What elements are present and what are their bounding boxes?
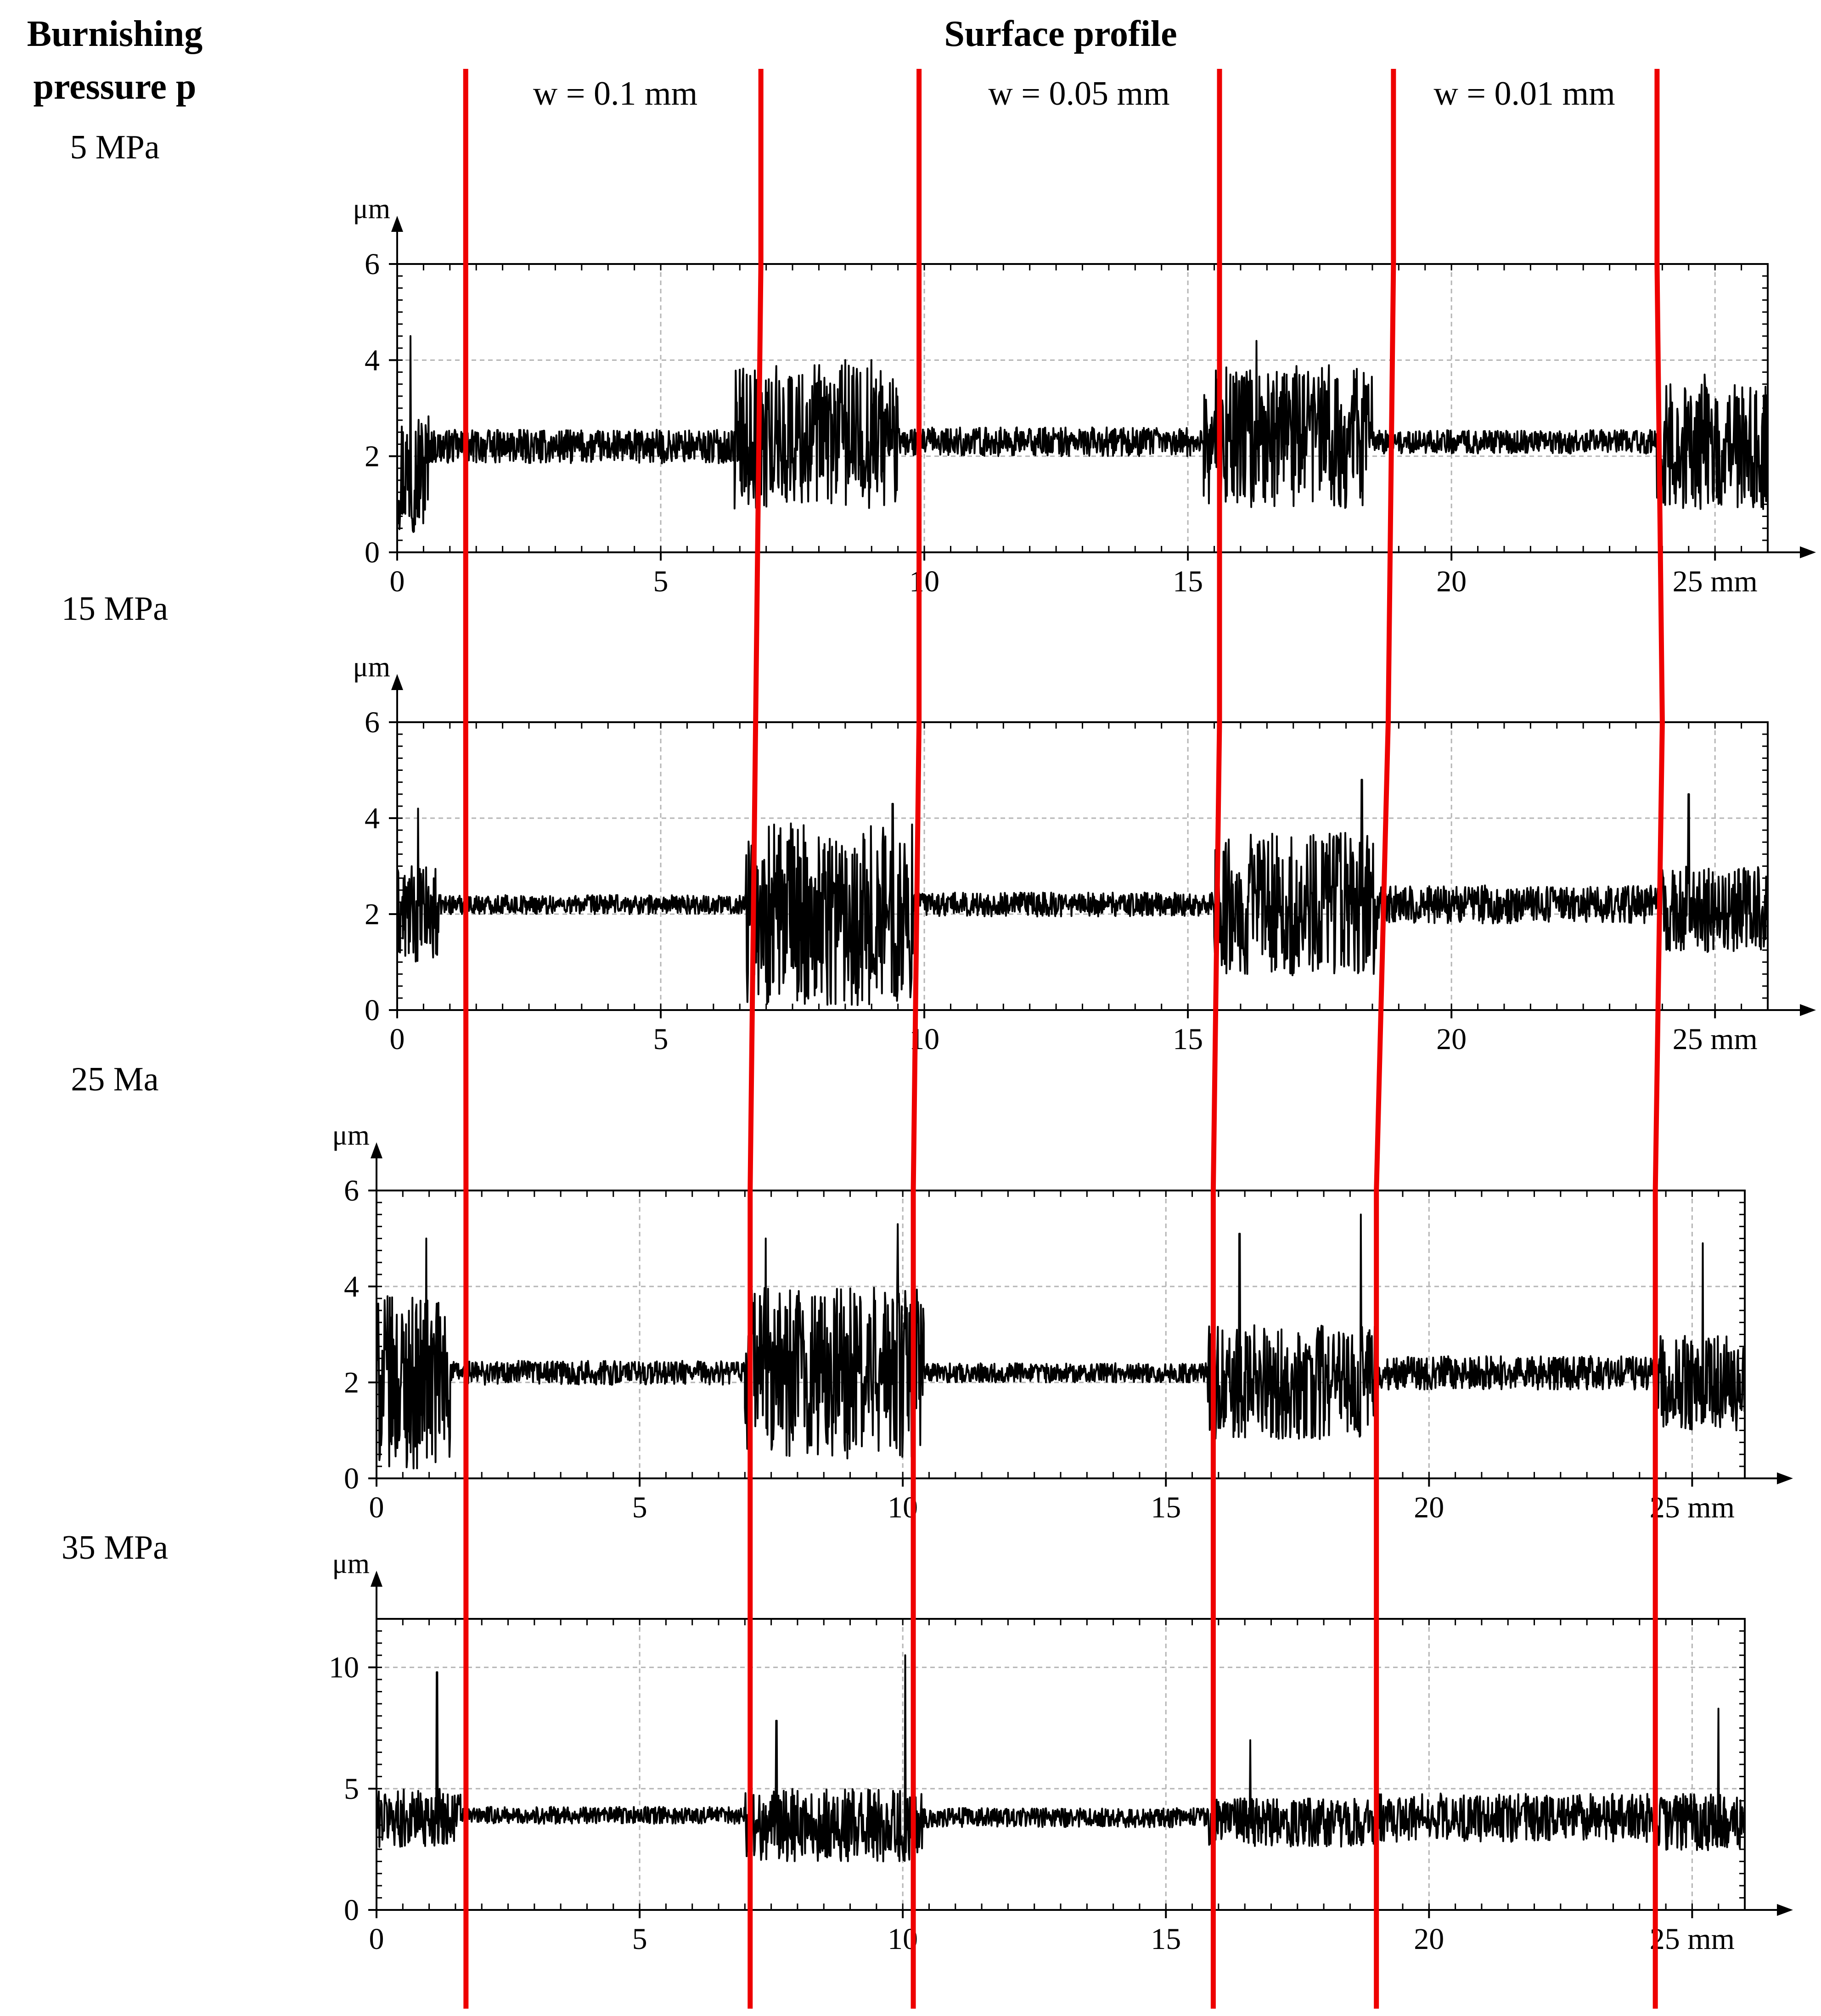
profile-trace	[376, 1213, 1746, 1470]
zone-divider-line	[1652, 69, 1665, 2009]
y-unit-label: μm	[353, 193, 390, 225]
y-unit-label: μm	[332, 1120, 370, 1151]
plot-frame	[376, 1190, 1746, 1479]
x-tick-label: 10	[909, 565, 939, 598]
pressure-label: 15 MPa	[62, 590, 168, 628]
x-tick-label: 20	[1414, 1491, 1444, 1524]
header-pressure: pressure p	[34, 67, 197, 107]
y-tick-label: 0	[365, 994, 380, 1027]
y-tick-label: 0	[344, 1893, 359, 1927]
y-axis-arrow	[391, 216, 403, 232]
x-tick-label: 0	[369, 1491, 384, 1524]
x-tick-label: 25 mm	[1650, 1922, 1735, 1956]
pressure-label: 25 Ma	[71, 1061, 158, 1098]
plot-frame	[396, 721, 1769, 1011]
profile-chart-5-mpa: 5 MPa 0 5 10 15 20 25 mm 0 2 4 6 μm	[70, 129, 1816, 598]
y-tick-label: 6	[365, 247, 380, 281]
x-tick-label: 15	[1151, 1922, 1181, 1956]
y-tick-label: 5	[344, 1772, 359, 1806]
zone-label-w001: w = 0.01 mm	[1433, 75, 1615, 112]
x-tick-label: 25 mm	[1673, 565, 1758, 598]
y-axis-arrow	[391, 674, 403, 690]
x-axis-arrow	[1800, 1004, 1816, 1016]
plot-frame	[376, 1618, 1746, 1911]
y-tick-label: 0	[344, 1462, 359, 1495]
zone-label-w005: w = 0.05 mm	[988, 75, 1169, 112]
x-tick-label: 15	[1151, 1491, 1181, 1524]
x-tick-label: 5	[632, 1922, 647, 1956]
y-unit-label: μm	[332, 1548, 370, 1579]
x-tick-label: 15	[1173, 1022, 1203, 1056]
x-tick-label: 0	[369, 1922, 384, 1956]
x-tick-label: 20	[1414, 1922, 1444, 1956]
zone-divider-line	[1210, 69, 1222, 2009]
x-axis-arrow	[1777, 1904, 1793, 1916]
x-axis-arrow	[1800, 546, 1816, 558]
profile-trace	[376, 1654, 1746, 1863]
x-tick-label: 25 mm	[1673, 1022, 1758, 1056]
y-tick-label: 2	[365, 440, 380, 473]
x-tick-label: 15	[1173, 565, 1203, 598]
y-axis-arrow	[371, 1571, 382, 1587]
x-axis-arrow	[1777, 1472, 1793, 1484]
x-tick-label: 5	[632, 1491, 647, 1524]
x-tick-label: 5	[653, 565, 669, 598]
y-unit-label: μm	[353, 651, 390, 683]
zone-divider-line	[748, 69, 764, 2009]
y-tick-label: 6	[365, 706, 380, 739]
x-tick-label: 25 mm	[1650, 1491, 1735, 1524]
plot-frame	[396, 263, 1769, 553]
y-tick-label: 10	[329, 1651, 359, 1685]
profile-trace	[396, 779, 1768, 1006]
y-axis-arrow	[371, 1142, 382, 1158]
y-tick-label: 2	[365, 898, 380, 931]
header-surface-profile: Surface profile	[944, 14, 1177, 54]
x-tick-label: 0	[390, 565, 405, 598]
y-tick-label: 2	[344, 1366, 359, 1399]
zone-divider-line	[1374, 69, 1396, 2009]
y-tick-label: 0	[365, 536, 380, 569]
zone-dividers	[463, 69, 1665, 2009]
pressure-label: 35 MPa	[62, 1529, 168, 1567]
zone-label-w01: w = 0.1 mm	[533, 75, 697, 112]
y-tick-label: 4	[365, 802, 380, 835]
pressure-label: 5 MPa	[70, 129, 159, 166]
y-tick-label: 6	[344, 1174, 359, 1207]
x-tick-label: 5	[653, 1022, 669, 1056]
header-burnishing: Burnishing	[27, 14, 202, 54]
y-tick-label: 4	[344, 1270, 359, 1303]
x-tick-label: 20	[1436, 565, 1467, 598]
zone-divider-line	[910, 69, 922, 2009]
y-tick-label: 4	[365, 343, 380, 377]
x-tick-label: 20	[1436, 1022, 1467, 1056]
x-tick-label: 0	[390, 1022, 405, 1056]
profile-trace	[396, 335, 1768, 533]
